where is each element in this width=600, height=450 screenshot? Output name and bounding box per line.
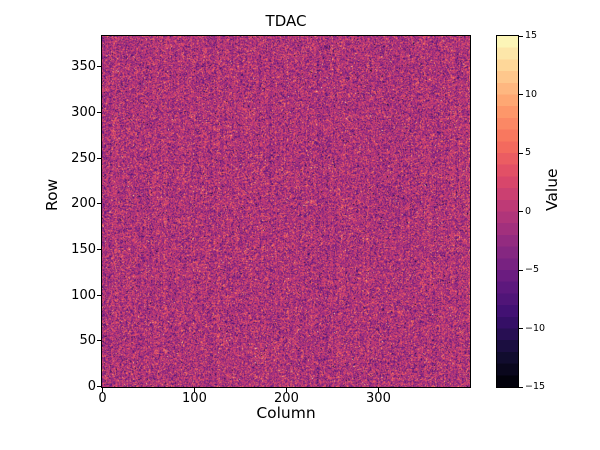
plot-title: TDAC <box>265 12 307 30</box>
x-tick-mark <box>285 388 287 392</box>
colorbar-tick-label: 10 <box>525 88 538 100</box>
colorbar-tick-label: −10 <box>525 322 546 334</box>
colorbar-tick-label: 15 <box>525 30 538 41</box>
y-tick-label: 250 <box>71 150 96 166</box>
y-tick-label: 0 <box>87 379 96 395</box>
colorbar-tick-label: −5 <box>525 264 540 275</box>
colorbar-tick-mark <box>519 211 523 212</box>
y-tick-mark <box>97 203 101 205</box>
y-tick-mark <box>97 340 101 342</box>
x-tick-label: 300 <box>366 391 391 406</box>
y-tick-label: 300 <box>71 104 96 120</box>
x-tick-label: 100 <box>182 391 207 406</box>
y-tick-mark <box>97 248 101 250</box>
y-tick-label: 200 <box>71 196 96 212</box>
x-tick-label: 200 <box>274 391 299 406</box>
colorbar-tick-mark <box>519 269 523 271</box>
colorbar <box>497 36 518 387</box>
colorbar-tick-mark <box>519 386 523 388</box>
y-tick-mark <box>97 111 101 113</box>
x-tick-mark <box>377 388 379 392</box>
y-tick-label: 50 <box>79 333 96 349</box>
y-tick-label: 150 <box>71 241 96 257</box>
heatmap-image <box>102 36 470 387</box>
y-tick-mark <box>97 66 101 68</box>
colorbar-tick-mark <box>519 94 523 95</box>
y-tick-label: 100 <box>71 287 96 303</box>
x-tick-label: 0 <box>98 391 107 406</box>
x-tick-mark <box>101 388 103 392</box>
y-tick-label: 350 <box>71 59 96 75</box>
x-axis-label: Column <box>256 404 316 422</box>
colorbar-tick-mark <box>519 152 523 154</box>
y-tick-mark <box>97 386 101 388</box>
colorbar-tick-mark <box>519 35 523 37</box>
x-tick-mark <box>193 388 195 392</box>
colorbar-tick-label: 0 <box>525 205 532 217</box>
colorbar-tick-label: −15 <box>525 381 546 392</box>
y-tick-mark <box>97 294 101 296</box>
y-tick-mark <box>97 157 101 159</box>
colorbar-tick-label: 5 <box>525 147 532 158</box>
colorbar-tick-mark <box>519 328 523 329</box>
